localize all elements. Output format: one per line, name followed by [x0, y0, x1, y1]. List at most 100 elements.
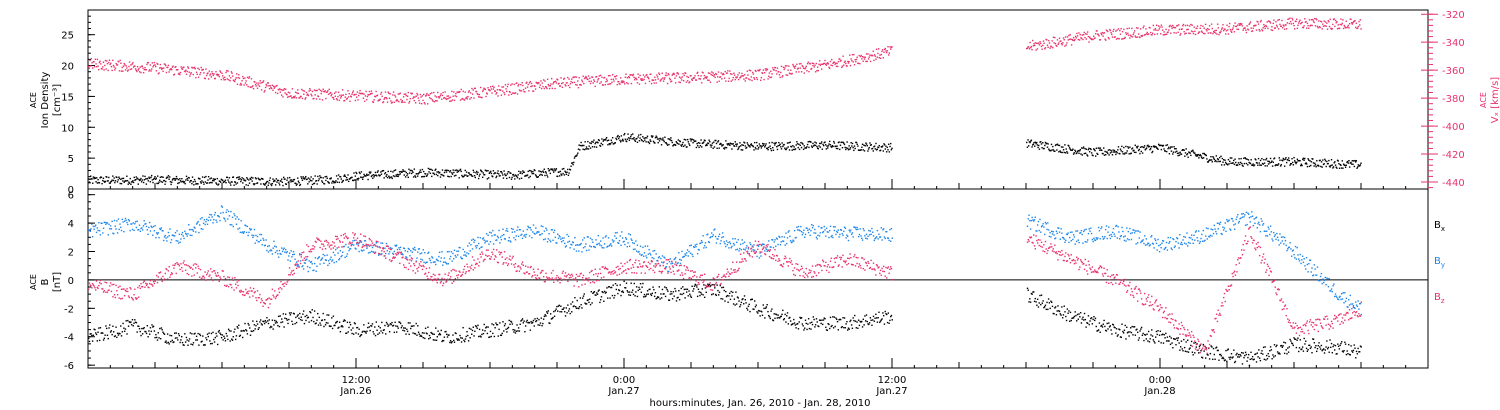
- density-point: [552, 171, 555, 173]
- density-point: [1290, 163, 1293, 165]
- velocity-point: [1308, 27, 1310, 29]
- bx-point: [1158, 334, 1161, 336]
- density-point: [640, 139, 643, 141]
- density-point: [750, 143, 753, 145]
- density-point: [1119, 148, 1122, 150]
- velocity-point: [108, 59, 111, 61]
- density-point: [1160, 148, 1163, 151]
- velocity-point: [831, 64, 834, 67]
- velocity-point: [506, 90, 508, 93]
- density-point: [140, 177, 142, 180]
- velocity-point: [217, 73, 220, 76]
- bx-point: [379, 327, 381, 329]
- velocity-point: [440, 93, 442, 95]
- velocity-point: [185, 69, 187, 71]
- density-point: [1027, 139, 1029, 141]
- density-point: [1210, 159, 1213, 161]
- bx-point: [491, 323, 493, 325]
- bx-point: [444, 331, 446, 333]
- velocity-point: [789, 73, 791, 75]
- bx-point: [1107, 328, 1109, 330]
- bx-point: [508, 319, 510, 322]
- density-point: [1214, 159, 1217, 162]
- bx-point: [714, 293, 717, 296]
- velocity-point: [496, 92, 498, 94]
- bx-point: [363, 324, 365, 326]
- bx-point: [535, 320, 538, 322]
- bx-point: [374, 334, 377, 337]
- density-point: [617, 137, 620, 140]
- velocity-point: [333, 98, 335, 101]
- density-point: [380, 171, 382, 173]
- velocity-point: [1306, 22, 1309, 25]
- bx-point: [626, 290, 628, 292]
- bx-point: [296, 315, 299, 317]
- bx-point: [387, 325, 389, 327]
- velocity-point: [313, 97, 315, 100]
- velocity-point: [710, 73, 712, 76]
- velocity-point: [1170, 32, 1172, 34]
- bx-point: [1106, 322, 1108, 325]
- velocity-point: [256, 87, 259, 89]
- density-point: [878, 144, 880, 147]
- density-point: [720, 143, 722, 145]
- velocity-point: [699, 78, 702, 80]
- bx-point: [856, 321, 858, 323]
- velocity-point: [379, 98, 381, 101]
- density-point: [656, 138, 659, 140]
- velocity-point: [385, 96, 387, 99]
- velocity-point: [715, 72, 717, 75]
- bx-point: [642, 282, 644, 285]
- velocity-point: [1352, 22, 1354, 24]
- bx-point: [1091, 323, 1094, 325]
- velocity-point: [240, 82, 242, 85]
- velocity-point: [281, 89, 284, 91]
- bx-point: [256, 320, 258, 323]
- density-point: [560, 173, 562, 175]
- density-point: [347, 180, 350, 183]
- density-point: [1202, 157, 1205, 159]
- density-point: [245, 184, 247, 186]
- velocity-point: [181, 68, 184, 71]
- density-point: [465, 171, 468, 173]
- density-point: [1095, 155, 1097, 157]
- velocity-point: [512, 92, 515, 94]
- density-point: [163, 179, 166, 182]
- velocity-point: [1340, 18, 1342, 20]
- velocity-point: [1294, 28, 1296, 30]
- density-point: [532, 170, 534, 173]
- velocity-point: [425, 95, 427, 97]
- density-point: [307, 183, 309, 185]
- velocity-point: [411, 92, 414, 95]
- velocity-point: [872, 50, 874, 52]
- velocity-point: [1036, 42, 1038, 45]
- density-point: [773, 142, 775, 144]
- bx-point: [562, 308, 564, 311]
- velocity-point: [1115, 30, 1117, 32]
- bx-point: [742, 298, 744, 300]
- bx-point: [759, 315, 761, 317]
- velocity-point: [519, 90, 521, 92]
- bx-point: [1136, 331, 1139, 334]
- density-point: [451, 173, 454, 175]
- bx-point: [374, 326, 376, 328]
- velocity-point: [883, 48, 886, 51]
- velocity-point: [151, 62, 154, 64]
- bx-point: [881, 318, 883, 320]
- velocity-point: [122, 65, 125, 67]
- velocity-point: [729, 73, 732, 75]
- velocity-point: [332, 97, 334, 99]
- velocity-point: [547, 83, 550, 86]
- bx-point: [884, 310, 886, 313]
- velocity-point: [863, 56, 865, 58]
- bx-point: [650, 293, 652, 295]
- bx-point: [548, 322, 550, 324]
- density-point: [457, 169, 459, 172]
- density-point: [1340, 167, 1343, 169]
- density-point: [1123, 146, 1125, 149]
- density-point: [1221, 157, 1224, 160]
- density-point: [875, 142, 877, 145]
- bx-point: [810, 328, 812, 330]
- bx-point: [367, 326, 369, 329]
- density-point: [577, 152, 579, 154]
